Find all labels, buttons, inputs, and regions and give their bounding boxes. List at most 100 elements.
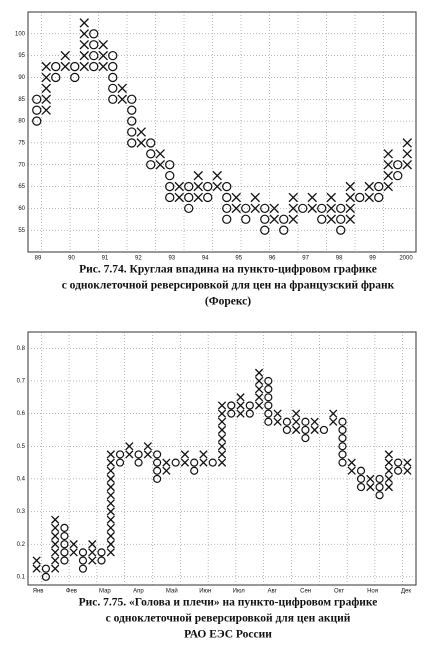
- x-symbol: [41, 61, 51, 72]
- column: [310, 417, 319, 435]
- y-tick-label: 0.8: [17, 346, 26, 352]
- x-symbol: [273, 417, 282, 426]
- o-symbol: [60, 523, 69, 532]
- column: [208, 458, 217, 467]
- y-tick-label: 80: [18, 119, 25, 125]
- column: [88, 540, 97, 565]
- x-symbol: [106, 540, 115, 549]
- x-symbol: [329, 417, 338, 426]
- x-symbol: [193, 170, 203, 181]
- y-tick-label: 55: [18, 228, 25, 234]
- x-symbol: [217, 409, 227, 418]
- x-symbol: [307, 203, 317, 214]
- o-symbol: [338, 434, 347, 443]
- x-tick-label: Июл: [233, 589, 246, 595]
- column: [212, 170, 222, 192]
- x-symbol: [310, 417, 319, 426]
- o-symbol: [153, 466, 162, 475]
- x-symbol: [254, 376, 264, 386]
- o-symbol: [78, 556, 88, 565]
- x-symbol: [347, 458, 356, 467]
- o-symbol: [260, 225, 270, 235]
- x-symbol: [106, 531, 115, 541]
- o-symbol: [336, 203, 346, 214]
- o-symbol: [394, 466, 403, 475]
- x-tick-label: 95: [235, 256, 242, 262]
- x-symbol: [199, 458, 208, 467]
- x-symbol: [60, 50, 70, 61]
- x-symbol: [143, 442, 152, 451]
- o-symbol: [394, 458, 403, 467]
- o-symbol: [108, 50, 118, 61]
- column: [199, 450, 208, 467]
- x-tick-label: Янв: [33, 589, 44, 595]
- y-tick-label: 60: [18, 206, 25, 212]
- column: [254, 368, 264, 410]
- x-symbol: [403, 458, 412, 467]
- x-symbol: [193, 192, 203, 203]
- x-symbol: [193, 181, 203, 192]
- column: [117, 83, 127, 105]
- o-symbol: [165, 181, 175, 192]
- x-symbol: [217, 458, 227, 467]
- o-symbol: [51, 72, 61, 83]
- x-symbol: [174, 192, 184, 203]
- x-symbol: [106, 548, 115, 557]
- x-tick-label: Дек: [401, 589, 411, 595]
- x-symbol: [364, 181, 374, 192]
- o-symbol: [32, 94, 42, 104]
- o-symbol: [227, 409, 236, 418]
- x-symbol: [51, 556, 60, 565]
- column: [273, 409, 282, 426]
- o-symbol: [89, 50, 99, 61]
- column: [79, 18, 89, 72]
- o-symbol: [298, 203, 308, 214]
- column: [165, 160, 175, 203]
- o-symbol: [222, 214, 232, 224]
- column: [292, 409, 301, 435]
- column: [127, 94, 137, 148]
- o-symbol: [190, 466, 199, 475]
- x-symbol: [345, 214, 355, 225]
- x-symbol: [69, 548, 78, 557]
- x-symbol: [254, 384, 264, 394]
- x-symbol: [106, 466, 115, 475]
- o-symbol: [153, 458, 162, 467]
- column: [347, 458, 356, 475]
- x-symbol: [217, 442, 227, 451]
- o-symbol: [203, 181, 213, 192]
- x-symbol: [250, 203, 260, 214]
- x-tick-label: 97: [302, 256, 309, 262]
- column: [403, 458, 412, 475]
- x-symbol: [136, 138, 146, 148]
- column: [260, 203, 270, 235]
- o-symbol: [264, 417, 273, 426]
- x-symbol: [51, 548, 60, 557]
- column: [298, 203, 308, 214]
- caption-line: с одноклеточной реверсировкой для цен на…: [62, 280, 395, 292]
- column: [190, 458, 199, 475]
- column: [171, 458, 180, 467]
- x-symbol: [366, 474, 375, 484]
- x-symbol: [403, 466, 412, 475]
- o-symbol: [393, 170, 403, 181]
- column: [345, 181, 355, 225]
- x-symbol: [384, 466, 393, 475]
- x-symbol: [51, 523, 60, 533]
- x-symbol: [236, 401, 245, 410]
- x-symbol: [180, 450, 190, 459]
- o-symbol: [301, 417, 310, 426]
- column: [355, 192, 365, 203]
- column: [231, 192, 241, 214]
- column: [326, 192, 336, 225]
- o-symbol: [336, 225, 346, 235]
- column: [108, 50, 118, 104]
- y-tick-label: 0.5: [17, 444, 26, 450]
- x-tick-label: 90: [68, 256, 75, 262]
- x-symbol: [364, 192, 374, 203]
- x-symbol: [292, 417, 301, 426]
- column: [245, 401, 254, 418]
- x-symbol: [136, 127, 146, 137]
- x-symbol: [106, 450, 115, 459]
- x-symbol: [254, 393, 264, 402]
